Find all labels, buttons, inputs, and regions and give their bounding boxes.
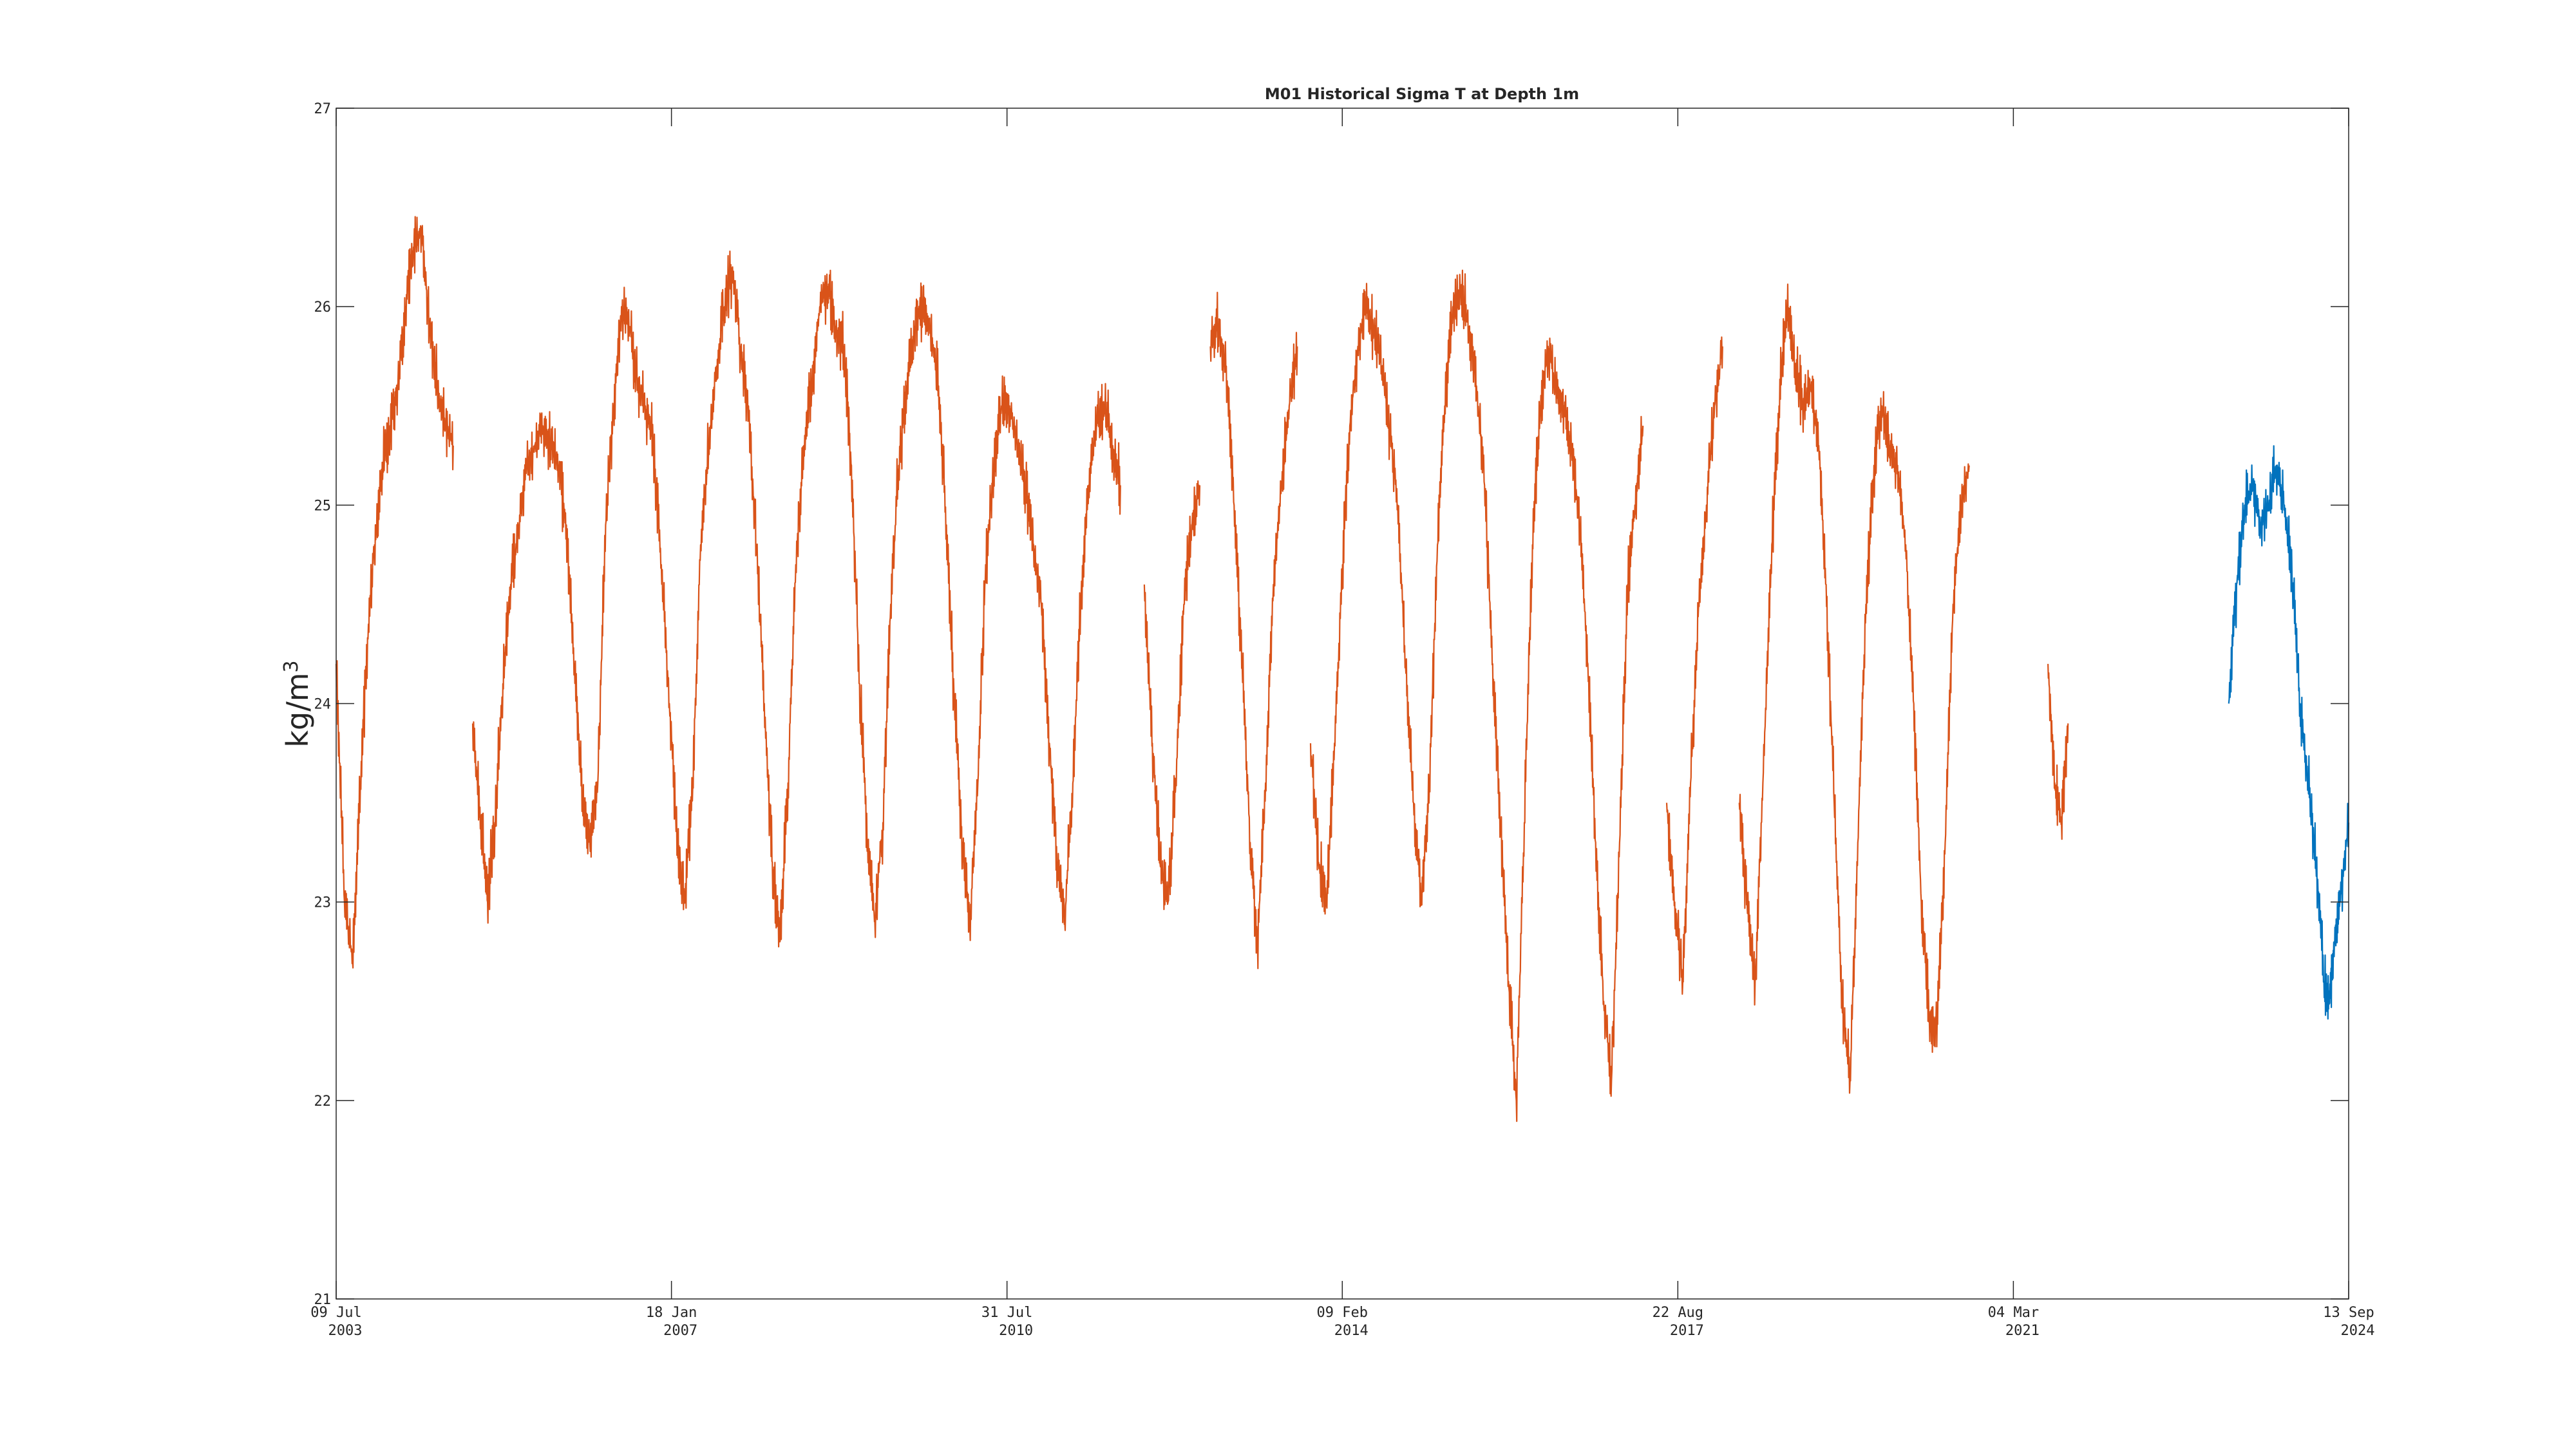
x-tick-label-7-line2: 2024 <box>2341 1323 2375 1339</box>
chart-title: M01 Historical Sigma T at Depth 1m <box>1265 85 1579 103</box>
data-series <box>335 216 2350 1122</box>
x-tick-label-2-line2: 2007 <box>663 1323 697 1339</box>
x-tick-label-3-line2: 2010 <box>999 1323 1033 1339</box>
y-axis-label-exponent: 3 <box>280 660 303 672</box>
y-tick-label-24: 24 <box>314 697 332 713</box>
y-tick-label-21: 21 <box>314 1292 332 1308</box>
series-2 <box>2228 445 2350 1020</box>
y-tick-label-22: 22 <box>314 1094 332 1110</box>
y-tick-label-25: 25 <box>314 498 332 514</box>
series-1-segment-4 <box>1209 292 1298 969</box>
series-1-segment-1 <box>335 216 454 969</box>
series-1-segment-8 <box>2047 663 2069 840</box>
series-1-segment-3 <box>1143 480 1201 911</box>
x-tick-label-2-line1: 18 Jan <box>646 1305 697 1321</box>
y-axis-label-unit: kg/m <box>280 672 315 747</box>
x-tick-label-5-line1: 22 Aug <box>1653 1305 1703 1321</box>
series-1-segment-5 <box>1309 269 1644 1122</box>
x-tick-label-1-line2: 2003 <box>328 1323 363 1339</box>
series-1-segment-7 <box>1738 283 1970 1094</box>
y-tick-label-27: 27 <box>314 101 332 117</box>
x-tick-label-3-line1: 31 Jul <box>981 1305 1032 1321</box>
y-axis-label: kg/m3 <box>280 660 315 747</box>
series-2-segment-1 <box>2228 445 2350 1020</box>
x-tick-label-6-line2: 2021 <box>2005 1323 2040 1339</box>
y-tick-label-23: 23 <box>314 895 332 911</box>
x-tick-label-7-line1: 13 Sep <box>2323 1305 2374 1321</box>
series-1 <box>335 216 2069 1122</box>
series-1-segment-2 <box>471 251 1121 948</box>
x-tick-label-1-line1: 09 Jul <box>310 1305 361 1321</box>
series-1-segment-6 <box>1665 336 1723 995</box>
y-tick-label-26: 26 <box>314 299 332 316</box>
x-tick-label-5-line2: 2017 <box>1670 1323 1704 1339</box>
x-tick-label-6-line1: 04 Mar <box>1988 1305 2039 1321</box>
axes: 21 22 23 24 25 26 27 09 Jul 2003 18 Jan 2007 31 Jul… <box>310 101 2374 1339</box>
x-tick-label-4-line2: 2014 <box>1334 1323 1368 1339</box>
x-tick-label-4-line1: 09 Feb <box>1317 1305 1368 1321</box>
